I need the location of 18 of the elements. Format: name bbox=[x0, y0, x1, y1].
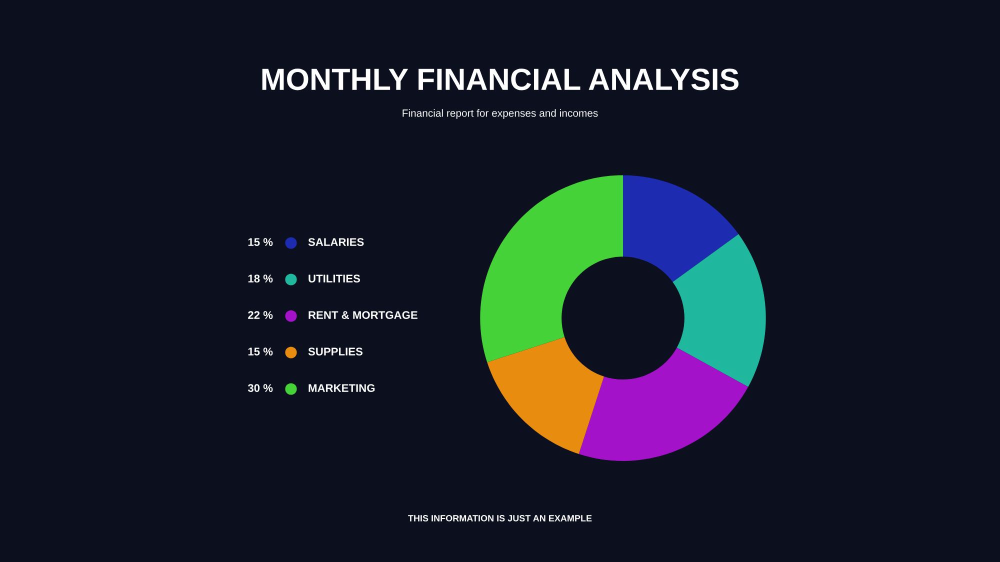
data-label: 15 % bbox=[248, 238, 273, 246]
data-label: 30 % bbox=[248, 384, 273, 392]
chart-title: MONTHLY FINANCIAL ANALYSIS bbox=[262, 68, 738, 90]
donut-slice bbox=[623, 175, 739, 282]
data-label: 22 % bbox=[248, 311, 273, 319]
legend-label: MARKETING bbox=[308, 384, 375, 392]
donut-slice bbox=[480, 175, 623, 362]
legend-label: SUPPLIES bbox=[308, 348, 363, 356]
legend-label: UTILITIES bbox=[308, 274, 360, 282]
legend-label: SALARIES bbox=[308, 238, 364, 246]
chart-subtitle: Financial report for expenses and incomes bbox=[402, 109, 598, 119]
text: THIS INFORMATION IS JUST AN EXAMPLE bbox=[408, 515, 592, 522]
data-label: 18 % bbox=[248, 274, 273, 282]
donut-slice bbox=[672, 234, 766, 387]
data-label: 15 % bbox=[248, 348, 273, 356]
donut-slice bbox=[578, 348, 748, 461]
donut-slice bbox=[487, 337, 604, 454]
legend-label: RENT & MORTGAGE bbox=[308, 311, 418, 319]
